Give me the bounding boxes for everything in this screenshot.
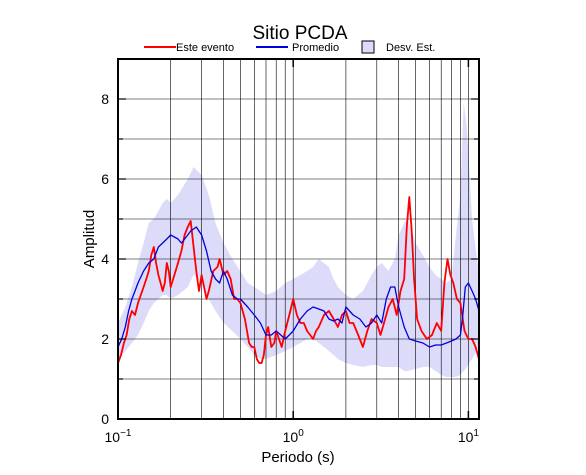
chart-title: Sitio PCDA bbox=[252, 23, 347, 44]
y-tick-label: 0 bbox=[101, 411, 109, 427]
x-tick-exponent: −1 bbox=[120, 428, 132, 439]
x-axis-label: Periodo (s) bbox=[261, 449, 334, 466]
x-tick-label: 10−1 bbox=[105, 428, 132, 445]
series-layer bbox=[117, 196, 480, 364]
plot-frame bbox=[117, 58, 480, 420]
y-tick-label: 8 bbox=[101, 91, 109, 107]
x-tick-label: 100 bbox=[283, 428, 305, 445]
legend-label: Desv. Est. bbox=[386, 42, 435, 54]
x-tick-label: 101 bbox=[458, 428, 480, 445]
x-tick-exponent: 0 bbox=[298, 428, 304, 439]
y-tick-labels: 0 2 4 6 8 bbox=[101, 91, 109, 427]
series-line-este-evento bbox=[117, 196, 480, 364]
legend-label: Este evento bbox=[176, 42, 234, 54]
legend-label: Promedio bbox=[292, 42, 339, 54]
x-tick-base: 10 bbox=[283, 429, 299, 445]
legend: Este evento Promedio Desv. Est. bbox=[144, 40, 435, 54]
y-axis-label: Amplitud bbox=[81, 210, 98, 268]
x-tick-labels: 10−1 100 101 bbox=[105, 428, 480, 445]
plot-area bbox=[117, 58, 480, 420]
x-tick-base: 10 bbox=[105, 429, 121, 445]
y-tick-label: 4 bbox=[101, 251, 109, 267]
x-tick-base: 10 bbox=[458, 429, 474, 445]
series-line-promedio bbox=[117, 226, 480, 348]
legend-swatch-box bbox=[361, 40, 375, 54]
y-tick-label: 2 bbox=[101, 331, 109, 347]
y-tick-label: 6 bbox=[101, 171, 109, 187]
x-tick-exponent: 1 bbox=[473, 428, 479, 439]
tick-layer bbox=[117, 58, 479, 420]
